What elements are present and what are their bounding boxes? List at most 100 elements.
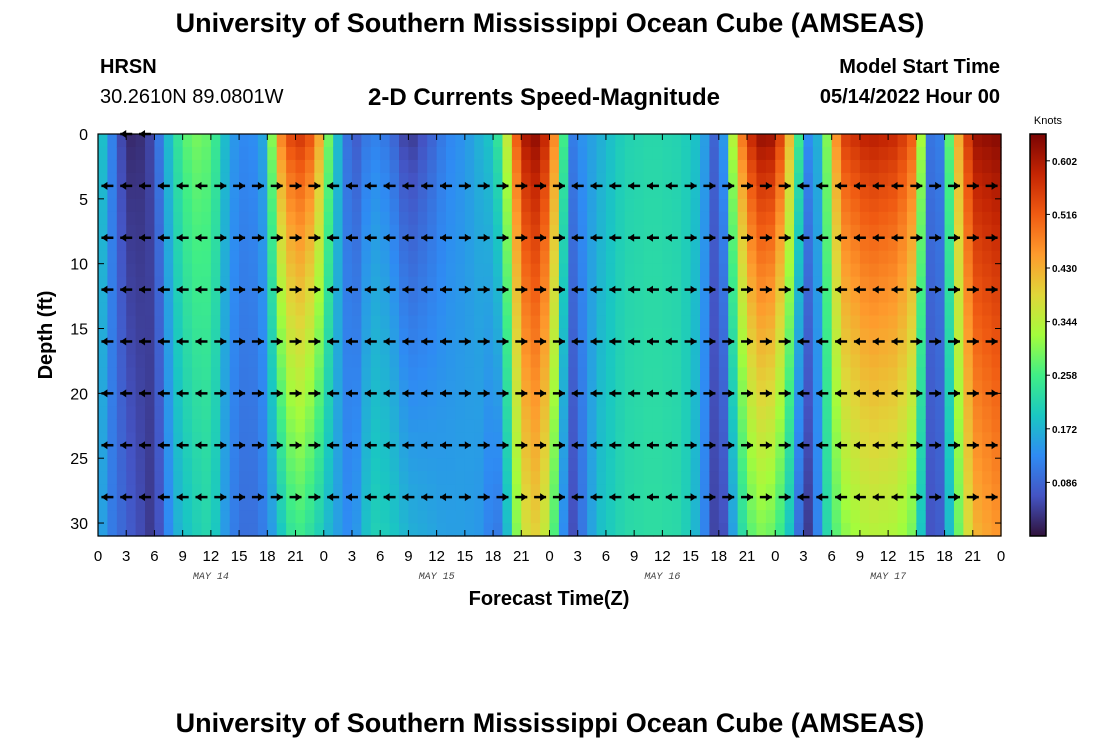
current-arrow [101,285,114,294]
heatmap-cell [446,393,457,407]
heatmap-cell [257,445,268,459]
heatmap-cell [182,458,193,472]
heatmap-cell [841,211,852,226]
heatmap-cell [737,484,748,498]
current-arrow [233,181,246,190]
heatmap-cell [869,458,880,472]
heatmap-cell [229,458,240,472]
heatmap-cell [982,146,993,161]
heatmap-cell [935,185,946,200]
heatmap-cell [577,302,588,317]
heatmap-cell [916,341,927,356]
heatmap-cell [351,134,362,148]
x-tick-label: 18 [710,548,727,565]
heatmap-cell [427,445,438,459]
heatmap-cell [417,146,428,161]
heatmap-cell [831,497,842,511]
heatmap-cell [304,289,315,304]
heatmap-cell [662,393,673,407]
current-arrow [665,389,678,398]
heatmap-cell [549,523,560,537]
heatmap-cell [530,237,541,252]
heatmap-cell [474,289,485,304]
current-arrow [157,389,170,398]
heatmap-cell [605,354,616,369]
heatmap-cell [558,159,569,174]
current-arrow [458,389,471,398]
heatmap-cell [822,510,833,524]
heatmap-cell [737,432,748,446]
heatmap-cell [98,458,109,472]
x-tick-label: 21 [964,548,981,565]
heatmap-cell [549,458,560,472]
heatmap-cell [210,250,221,265]
heatmap-cell [906,380,917,394]
heatmap-cell [925,510,936,524]
heatmap-cell [831,224,842,239]
current-arrow [308,337,321,346]
heatmap-cell [953,432,964,446]
heatmap-cell [869,406,880,420]
heatmap-cell [192,263,203,278]
heatmap-cell [201,328,212,343]
heatmap-cell [521,198,532,213]
heatmap-cell [605,328,616,343]
heatmap-cell [201,367,212,381]
heatmap-cell [427,419,438,433]
heatmap-cell [455,406,466,420]
heatmap-cell [220,432,231,446]
heatmap-cell [841,315,852,330]
heatmap-cell [229,328,240,343]
heatmap-cell [822,341,833,356]
heatmap-cell [747,510,758,524]
heatmap-cell [972,484,983,498]
heatmap-cell [671,497,682,511]
heatmap-cell [229,406,240,420]
heatmap-cell [427,432,438,446]
heatmap-cell [747,484,758,498]
heatmap-cell [446,367,457,381]
heatmap-cell [831,276,842,291]
heatmap-cell [427,211,438,226]
heatmap-cell [756,276,767,291]
heatmap-cell [963,419,974,433]
heatmap-cell [709,380,720,394]
heatmap-cell [173,341,184,356]
current-arrow [515,441,528,450]
heatmap-cell [446,211,457,226]
heatmap-cell [878,471,889,485]
heatmap-cell [972,302,983,317]
heatmap-cell [192,341,203,356]
heatmap-cell [446,224,457,239]
heatmap-cell [201,445,212,459]
heatmap-cell [728,380,739,394]
heatmap-cell [859,484,870,498]
heatmap-cell [925,237,936,252]
heatmap-cell [850,289,861,304]
heatmap-cell [257,497,268,511]
heatmap-cell [493,419,504,433]
heatmap-cell [831,510,842,524]
heatmap-cell [756,289,767,304]
current-arrow [176,233,189,242]
heatmap-cell [436,367,447,381]
heatmap-cell [587,134,598,148]
heatmap-cell [98,172,109,187]
current-arrow [985,233,998,242]
heatmap-cell [295,224,306,239]
heatmap-cell [502,315,513,330]
heatmap-cell [681,289,692,304]
heatmap-cell [812,172,823,187]
current-arrow [308,389,321,398]
heatmap-cell [276,510,287,524]
heatmap-cell [446,497,457,511]
heatmap-cell [991,523,1002,537]
heatmap-cell [822,354,833,369]
heatmap-cell [276,380,287,394]
heatmap-cell [888,510,899,524]
heatmap-cell [483,341,494,356]
heatmap-cell [126,146,137,161]
heatmap-cell [229,159,240,174]
heatmap-cell [304,380,315,394]
heatmap-cell [182,159,193,174]
